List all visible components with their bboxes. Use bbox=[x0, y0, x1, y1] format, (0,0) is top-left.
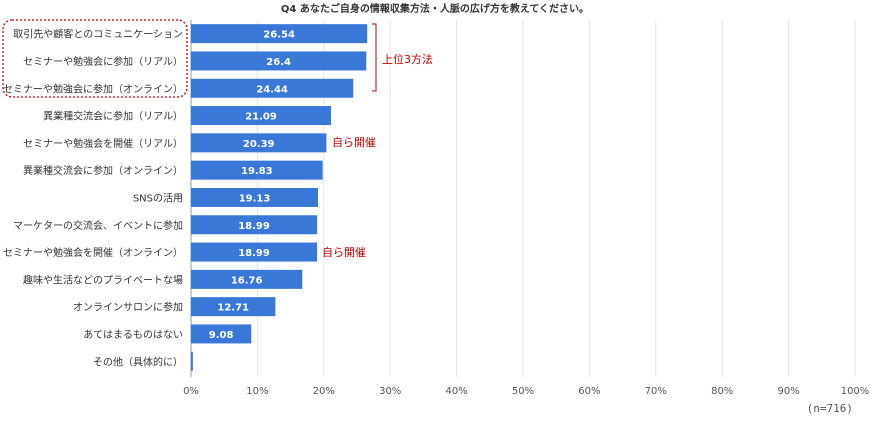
bar bbox=[191, 106, 332, 126]
bar bbox=[191, 324, 252, 344]
x-tick-label: 60% bbox=[578, 386, 600, 397]
x-tick-label: 70% bbox=[645, 386, 667, 397]
category-label: 異業種交流会に参加（オンライン） bbox=[23, 164, 183, 177]
bar-value-label: 16.76 bbox=[231, 275, 263, 286]
x-tick-labels: 0% 10% 20% 30% 40% 50% 60% 70% 80% 90% 100% bbox=[183, 386, 869, 397]
bar bbox=[191, 297, 276, 317]
category-label: SNSの活用 bbox=[133, 192, 183, 204]
category-label: セミナーや勉強会を開催（リアル） bbox=[23, 137, 183, 150]
self-hosted-annotation-2: 自ら開催 bbox=[322, 245, 366, 259]
top3-annotation: 上位3方法 bbox=[382, 52, 433, 66]
bar bbox=[191, 215, 318, 235]
bar-value-label: 21.09 bbox=[245, 112, 277, 123]
bar-value-label: 26.54 bbox=[263, 30, 295, 41]
x-tick-label: 20% bbox=[313, 386, 335, 397]
sample-size-note: (n=716) bbox=[806, 402, 853, 415]
bar-value-label: 12.71 bbox=[217, 303, 249, 314]
x-tick-label: 50% bbox=[512, 386, 534, 397]
bar bbox=[191, 351, 193, 371]
bar bbox=[191, 269, 303, 289]
bars: 26.54 26.4 24.44 21.09 20.39 19.83 19.13 18.99 1… bbox=[191, 24, 368, 371]
bar bbox=[191, 133, 327, 153]
category-label: その他（具体的に） bbox=[93, 355, 183, 368]
self-hosted-annotation-1: 自ら開催 bbox=[332, 135, 376, 149]
bar-value-label: 20.39 bbox=[243, 139, 275, 150]
category-label: オンラインサロンに参加 bbox=[73, 301, 183, 314]
x-tick-label: 0% bbox=[183, 386, 199, 397]
bar-value-label: 19.83 bbox=[241, 166, 273, 177]
bar bbox=[191, 160, 323, 180]
category-label: セミナーや勉強会を開催（オンライン） bbox=[3, 246, 183, 259]
x-tick-label: 40% bbox=[445, 386, 467, 397]
bar bbox=[191, 51, 367, 71]
bar-value-label: 19.13 bbox=[239, 193, 271, 204]
x-tick-label: 100% bbox=[841, 386, 870, 397]
top3-highlight-box bbox=[2, 19, 188, 98]
category-label: 異業種交流会に参加（リアル） bbox=[43, 110, 183, 123]
bar-value-label: 18.99 bbox=[238, 248, 270, 259]
bar-value-label: 18.99 bbox=[238, 221, 270, 232]
bar bbox=[191, 78, 354, 98]
chart-title: Q4 あなたご自身の情報収集方法・人脈の広げ方を教えてください。 bbox=[281, 2, 589, 15]
bar-value-label: 9.08 bbox=[209, 330, 234, 341]
bar bbox=[191, 24, 368, 44]
category-label: セミナーや勉強会に参加（オンライン） bbox=[3, 82, 183, 95]
top3-bracket bbox=[372, 23, 377, 92]
x-tick-label: 10% bbox=[246, 386, 268, 397]
category-label: あてはまるものはない bbox=[83, 329, 183, 341]
bar bbox=[191, 242, 318, 262]
category-label: マーケターの交流会、イベントに参加 bbox=[13, 219, 183, 232]
x-tick-label: 30% bbox=[379, 386, 401, 397]
category-label: 趣味や生活などのプライベートな場 bbox=[23, 273, 183, 286]
x-tick-label: 80% bbox=[711, 386, 733, 397]
bar bbox=[191, 187, 319, 207]
bar-value-label: 24.44 bbox=[256, 84, 288, 95]
category-label: セミナーや勉強会に参加（リアル） bbox=[23, 55, 183, 68]
bar-value-label: 26.4 bbox=[266, 57, 291, 68]
x-tick-label: 90% bbox=[777, 386, 799, 397]
category-label: 取引先や顧客とのコミュニケーション bbox=[13, 28, 183, 41]
